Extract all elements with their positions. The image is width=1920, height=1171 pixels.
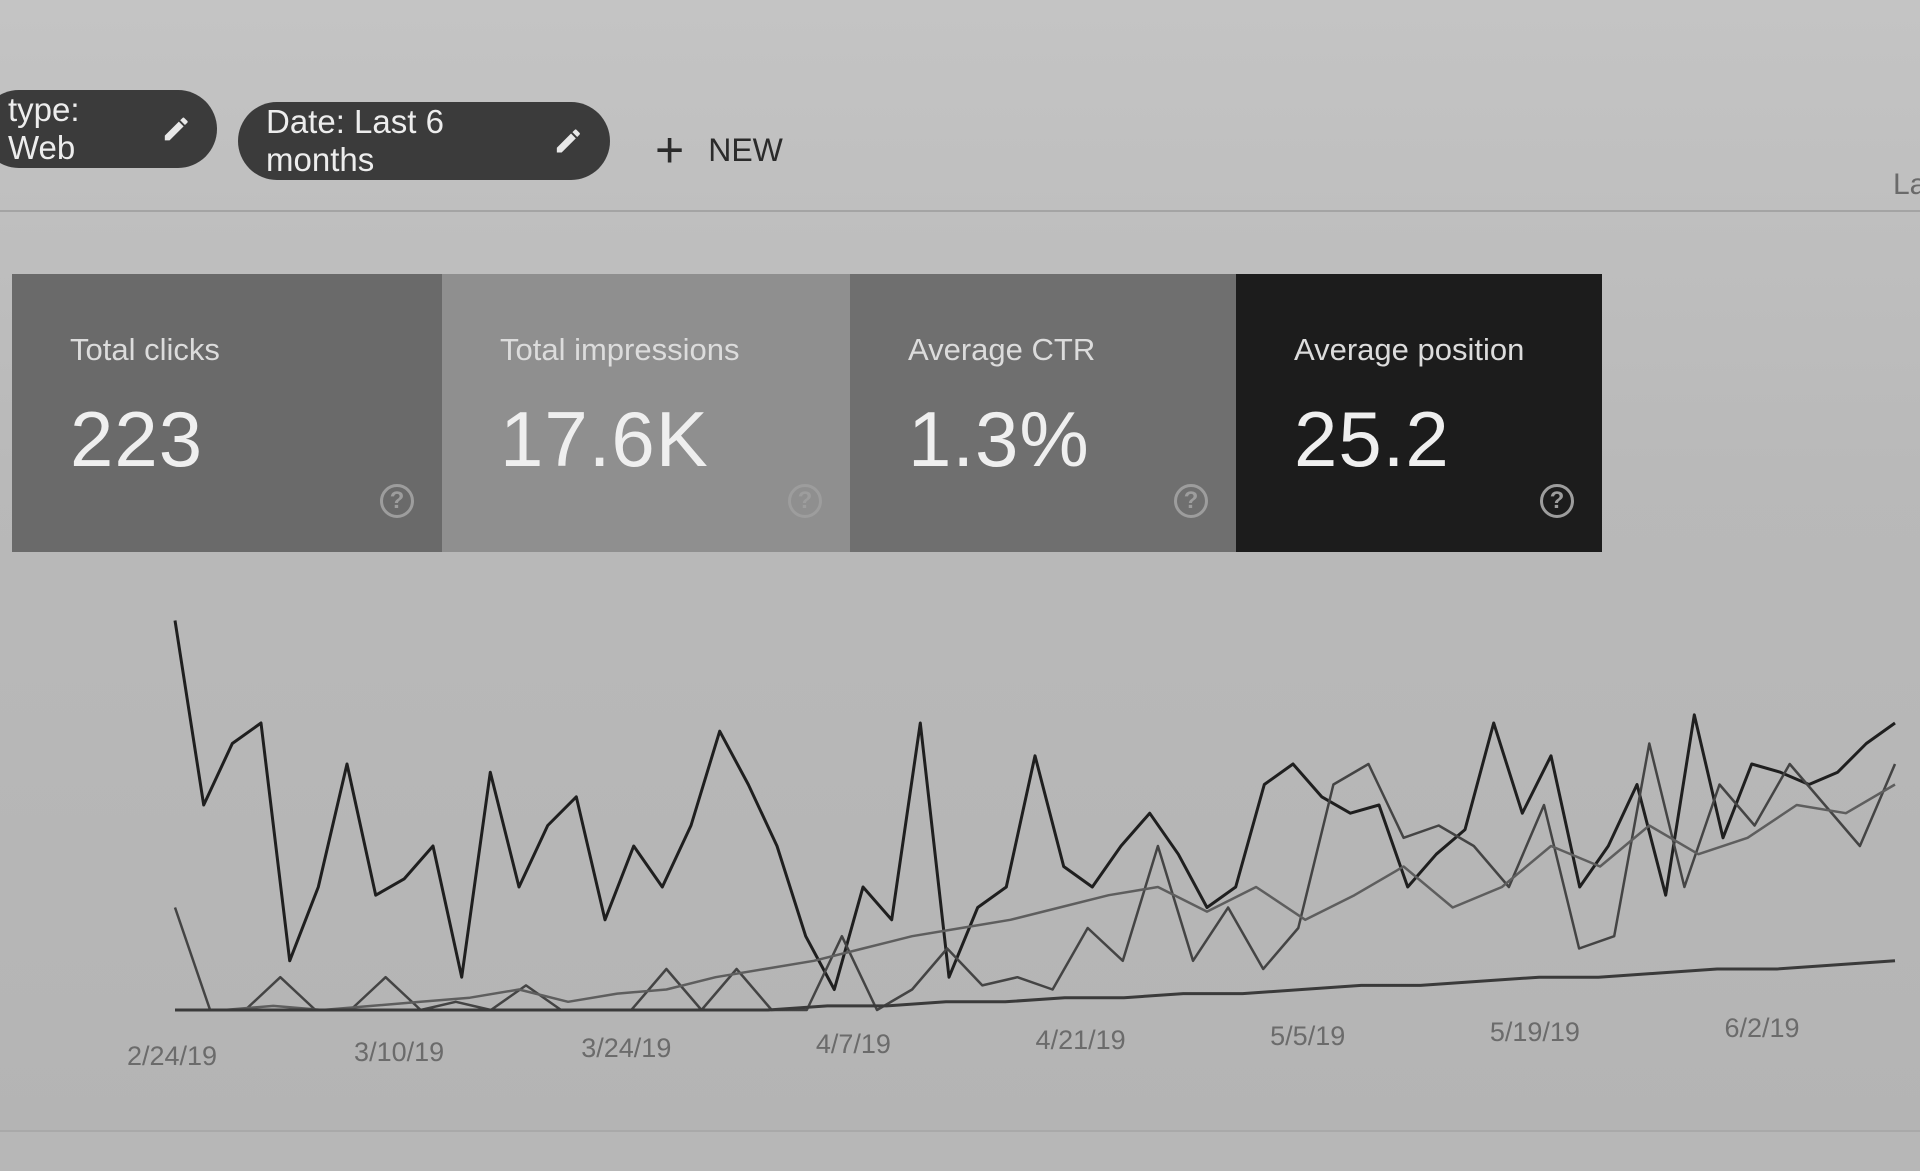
x-tick-label: 3/24/19 xyxy=(581,1033,671,1063)
x-tick-label: 4/7/19 xyxy=(816,1029,891,1059)
series-line-3 xyxy=(175,783,1896,1012)
metric-label: Total clicks xyxy=(70,332,220,367)
metric-value: 25.2 xyxy=(1294,395,1450,483)
filter-bar xyxy=(0,60,1920,212)
x-axis-ticks: 2/24/19 3/10/19 3/24/19 4/7/19 4/21/19 5/5/19… xyxy=(127,1013,1800,1071)
performance-chart[interactable]: 2/24/19 3/10/19 3/24/19 4/7/19 4/21/19 5/5/19… xyxy=(0,570,1920,1110)
search-type-filter-label: type: Web xyxy=(8,91,80,166)
metric-label: Average CTR xyxy=(908,332,1096,367)
panel-bottom-edge xyxy=(0,1130,1920,1171)
metric-card-average-position[interactable]: Average position 25.2 ? xyxy=(1236,274,1602,552)
metric-label: Average position xyxy=(1294,332,1525,367)
x-tick-label: 3/10/19 xyxy=(354,1037,444,1067)
metric-label: Total impressions xyxy=(500,332,740,367)
metric-value: 17.6K xyxy=(500,395,709,483)
series-layer xyxy=(173,620,1897,1012)
help-icon[interactable]: ? xyxy=(1174,484,1208,518)
series-line-2 xyxy=(173,742,1897,1012)
truncated-toolbar-text: La xyxy=(1893,168,1920,201)
help-icon[interactable]: ? xyxy=(380,484,414,518)
search-type-filter-chip[interactable]: type: Web xyxy=(0,90,217,168)
performance-chart-svg: 2/24/19 3/10/19 3/24/19 4/7/19 4/21/19 5/5/19… xyxy=(127,620,1897,1071)
help-icon[interactable]: ? xyxy=(788,484,822,518)
x-tick-label: 5/5/19 xyxy=(1270,1021,1345,1051)
metric-value: 223 xyxy=(70,395,204,483)
x-tick-label: 6/2/19 xyxy=(1724,1013,1799,1043)
metric-value: 1.3% xyxy=(908,395,1090,483)
series-line-1 xyxy=(173,620,1896,991)
series-line-4 xyxy=(175,959,1896,1012)
x-tick-label: 4/21/19 xyxy=(1036,1025,1126,1055)
help-icon[interactable]: ? xyxy=(1540,484,1574,518)
x-tick-label: 5/19/19 xyxy=(1490,1017,1580,1047)
metric-card-total-impressions[interactable]: Total impressions 17.6K ? xyxy=(442,274,850,552)
date-filter-chip[interactable]: Date: Last 6 months xyxy=(238,102,610,180)
x-tick-label: 2/24/19 xyxy=(127,1041,217,1071)
new-filter-button[interactable]: + NEW xyxy=(655,125,783,175)
new-filter-label: NEW xyxy=(708,131,783,168)
edit-pencil-icon[interactable] xyxy=(161,112,191,146)
metric-card-average-ctr[interactable]: Average CTR 1.3% ? xyxy=(850,274,1236,552)
metric-cards: Total clicks 223 ? Total impressions 17.… xyxy=(12,274,1602,552)
edit-pencil-icon[interactable] xyxy=(553,124,584,158)
date-filter-label: Date: Last 6 months xyxy=(266,103,444,178)
plus-icon: + xyxy=(655,122,685,178)
metric-card-total-clicks[interactable]: Total clicks 223 ? xyxy=(12,274,442,552)
